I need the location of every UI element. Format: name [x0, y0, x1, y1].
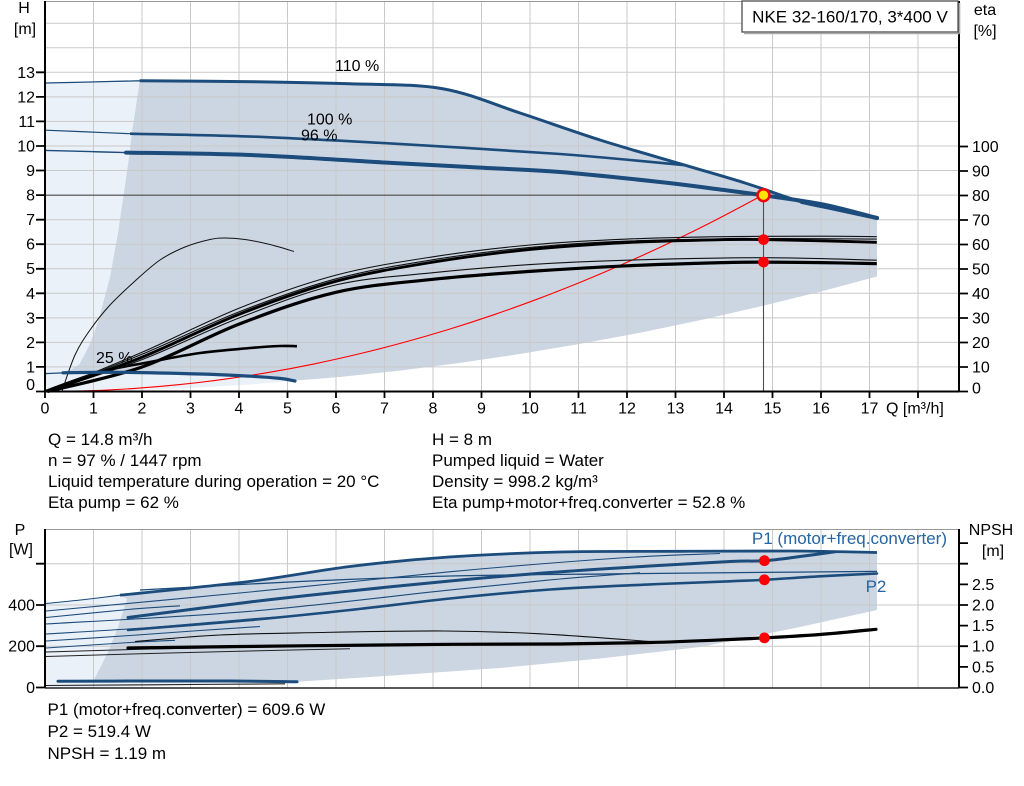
svg-text:8: 8: [429, 401, 438, 418]
svg-text:Density = 998.2 kg/m³: Density = 998.2 kg/m³: [432, 472, 598, 491]
svg-text:[m]: [m]: [982, 543, 1004, 560]
svg-text:P1 (motor+freq.converter) = 60: P1 (motor+freq.converter) = 609.6 W: [48, 700, 326, 719]
svg-text:Eta pump = 62 %: Eta pump = 62 %: [48, 493, 179, 512]
svg-text:0.0: 0.0: [972, 680, 994, 697]
svg-text:[W]: [W]: [9, 542, 33, 559]
svg-text:70: 70: [972, 213, 990, 230]
svg-text:20: 20: [972, 335, 990, 352]
svg-text:30: 30: [972, 311, 990, 328]
svg-text:Pumped liquid = Water: Pumped liquid = Water: [432, 451, 604, 470]
svg-text:NPSH = 1.19 m: NPSH = 1.19 m: [48, 744, 167, 763]
svg-text:1: 1: [89, 401, 98, 418]
svg-text:2.5: 2.5: [972, 577, 994, 594]
svg-text:9: 9: [477, 401, 486, 418]
svg-text:Eta pump+motor+freq.converter: Eta pump+motor+freq.converter = 52.8 %: [432, 493, 745, 512]
svg-text:12: 12: [17, 89, 35, 106]
svg-text:P2 = 519.4 W: P2 = 519.4 W: [48, 722, 151, 741]
svg-text:80: 80: [972, 188, 990, 205]
svg-text:16: 16: [812, 401, 830, 418]
svg-text:4: 4: [235, 401, 244, 418]
svg-text:4: 4: [26, 286, 35, 303]
svg-text:96 %: 96 %: [301, 128, 337, 145]
svg-text:10: 10: [972, 360, 990, 377]
svg-text:90: 90: [972, 164, 990, 181]
svg-text:0: 0: [972, 381, 981, 398]
svg-text:Q [m³/h]: Q [m³/h]: [886, 401, 944, 418]
svg-text:0: 0: [41, 401, 50, 418]
svg-text:40: 40: [972, 286, 990, 303]
svg-text:25 %: 25 %: [96, 350, 132, 367]
svg-text:0.5: 0.5: [972, 659, 994, 676]
svg-text:13: 13: [667, 401, 685, 418]
svg-text:2: 2: [26, 335, 35, 352]
svg-text:6: 6: [26, 237, 35, 254]
svg-text:Liquid temperature during oper: Liquid temperature during operation = 20…: [48, 472, 379, 491]
svg-text:11: 11: [570, 401, 587, 418]
svg-text:[%]: [%]: [973, 23, 996, 40]
svg-text:14: 14: [715, 401, 733, 418]
svg-text:60: 60: [972, 237, 990, 254]
svg-text:100: 100: [972, 139, 999, 156]
svg-text:H = 8 m: H = 8 m: [432, 430, 492, 449]
svg-text:110 %: 110 %: [335, 58, 379, 75]
svg-text:10: 10: [521, 401, 539, 418]
svg-text:P2: P2: [866, 577, 887, 596]
svg-text:11: 11: [18, 114, 35, 131]
svg-text:5: 5: [283, 401, 292, 418]
svg-text:1.0: 1.0: [972, 639, 994, 656]
svg-text:12: 12: [618, 401, 636, 418]
svg-text:3: 3: [26, 310, 35, 327]
svg-text:9: 9: [26, 163, 35, 180]
svg-text:H: H: [18, 0, 30, 17]
svg-text:2.0: 2.0: [972, 598, 994, 615]
svg-text:P1 (motor+freq.converter): P1 (motor+freq.converter): [752, 529, 947, 548]
svg-text:5: 5: [26, 261, 35, 278]
svg-text:10: 10: [17, 139, 35, 156]
svg-text:17: 17: [861, 401, 879, 418]
svg-text:[m]: [m]: [14, 21, 36, 38]
svg-text:6: 6: [332, 401, 341, 418]
svg-text:50: 50: [972, 262, 990, 279]
svg-text:7: 7: [380, 401, 389, 418]
svg-text:100 %: 100 %: [307, 112, 352, 129]
svg-text:NPSH: NPSH: [969, 522, 1013, 539]
svg-text:n = 97 % / 1447 rpm: n = 97 % / 1447 rpm: [48, 451, 202, 470]
svg-text:8: 8: [26, 188, 35, 205]
svg-text:15: 15: [764, 401, 782, 418]
svg-text:Q = 14.8 m³/h: Q = 14.8 m³/h: [48, 430, 152, 449]
svg-text:P: P: [15, 522, 26, 539]
svg-text:200: 200: [8, 639, 35, 656]
svg-text:0: 0: [26, 680, 35, 697]
svg-text:400: 400: [8, 598, 35, 615]
svg-text:1.5: 1.5: [972, 618, 994, 635]
svg-text:7: 7: [26, 212, 35, 229]
svg-text:NKE 32-160/170, 3*400 V: NKE 32-160/170, 3*400 V: [752, 8, 948, 27]
svg-text:13: 13: [17, 65, 35, 82]
svg-text:1: 1: [26, 359, 35, 376]
svg-text:0: 0: [26, 377, 35, 394]
svg-text:3: 3: [186, 401, 195, 418]
svg-text:2: 2: [138, 401, 147, 418]
svg-text:eta: eta: [974, 2, 996, 19]
